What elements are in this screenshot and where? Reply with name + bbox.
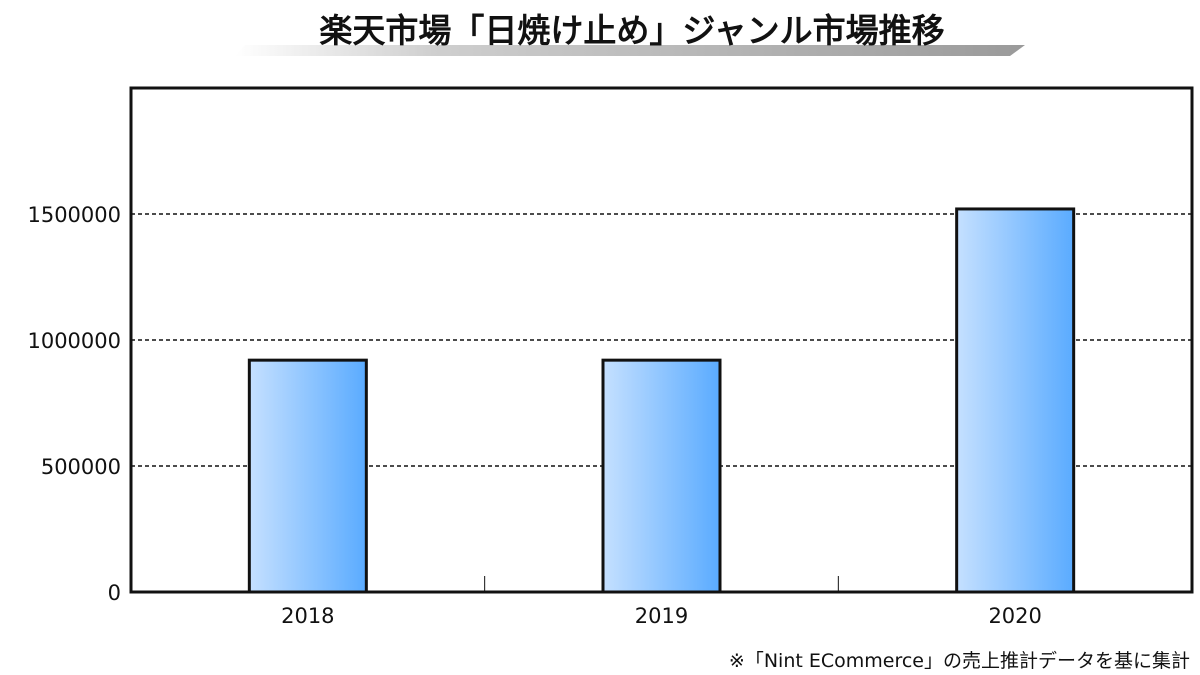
chart-title: 楽天市場「日焼け止め」ジャンル市場推移 bbox=[319, 11, 944, 50]
y-tick-label: 1000000 bbox=[27, 329, 121, 353]
x-tick-label: 2019 bbox=[635, 604, 688, 628]
x-axis-separators bbox=[484, 576, 839, 592]
bar-2019 bbox=[601, 358, 722, 594]
x-tick-label: 2020 bbox=[988, 604, 1041, 628]
bar-2020 bbox=[955, 207, 1076, 594]
source-footnote: ※「Nint ECommerce」の売上推計データを基に集計 bbox=[729, 650, 1190, 672]
y-axis-ticks: 0 500000 1000000 1500000 bbox=[27, 203, 121, 605]
x-tick-label: 2018 bbox=[281, 604, 334, 628]
y-tick-label: 0 bbox=[108, 581, 121, 605]
title-underline-band bbox=[235, 45, 1025, 56]
y-tick-label: 1500000 bbox=[27, 203, 121, 227]
x-axis-ticks: 2018 2019 2020 bbox=[281, 604, 1042, 628]
y-tick-label: 500000 bbox=[41, 455, 121, 479]
bar-2018 bbox=[247, 358, 368, 594]
